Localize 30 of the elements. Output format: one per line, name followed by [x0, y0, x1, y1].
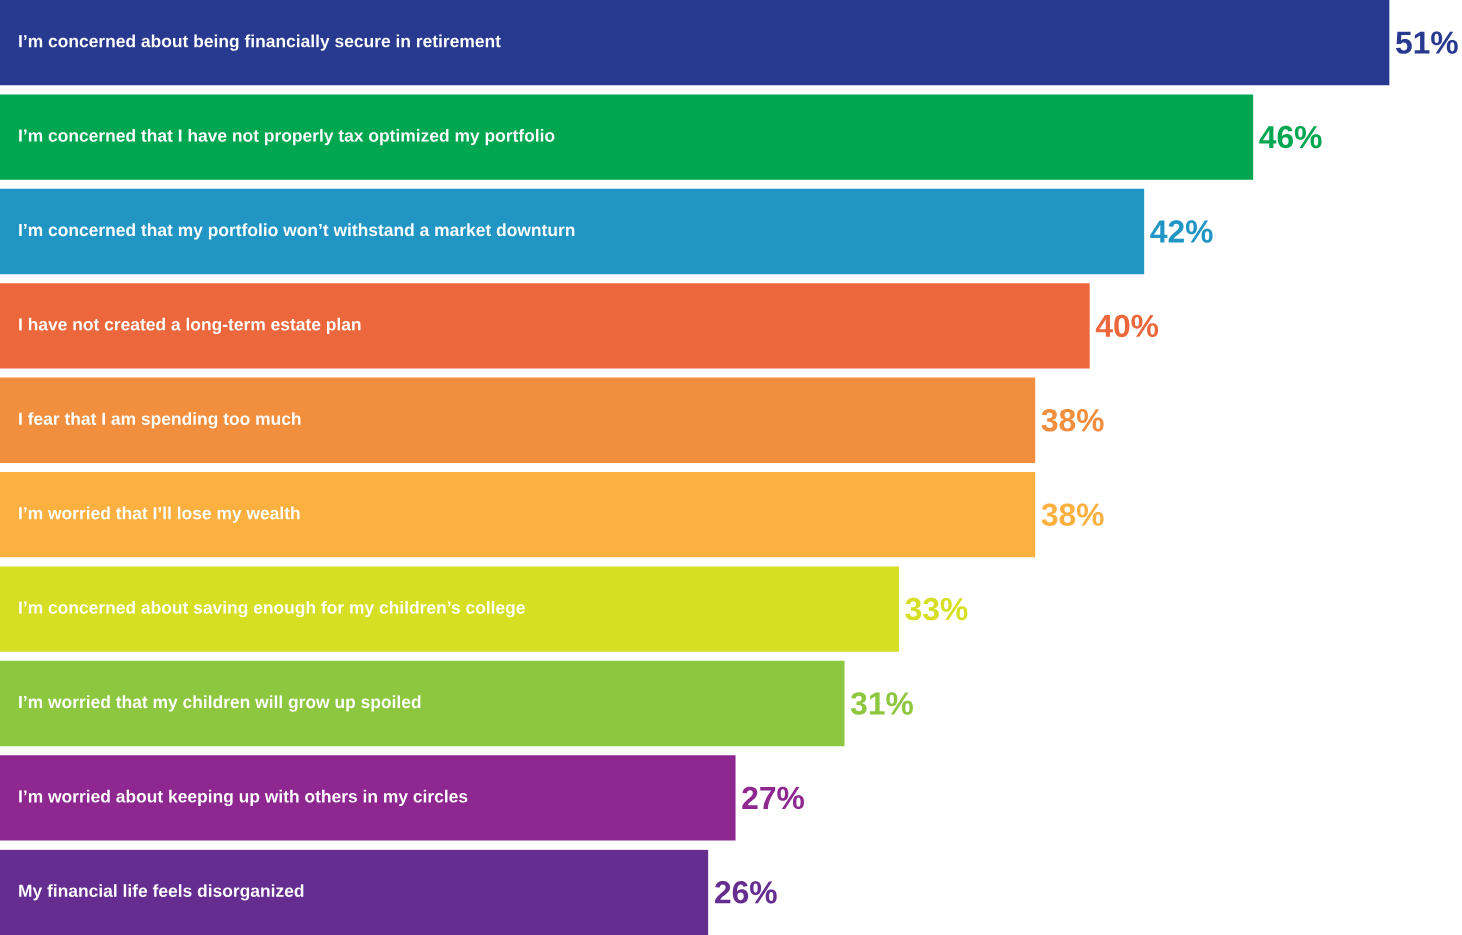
y-tick-label: I fear that I am spending too much — [19, 412, 301, 429]
y-tick-label: I’m worried that my children will grow up spoiled — [19, 695, 421, 712]
bar — [0, 0, 1390, 86]
bar — [0, 660, 845, 747]
y-tick-label: I have not created a long-term estate plan — [19, 317, 361, 335]
y-tick-label: I’m concerned that my portfolio won’t withstand a market downturn — [19, 223, 575, 240]
bar — [0, 566, 899, 652]
data-label: 38% — [1041, 503, 1104, 526]
data-label: 38% — [1041, 409, 1104, 432]
data-label: 42% — [1150, 220, 1213, 243]
y-tick-label: I’m concerned about being financially secure in retirement — [19, 34, 501, 51]
y-tick-label: My financial life feels disorganized — [19, 884, 304, 901]
y-tick-label: I’m worried about keeping up with others in my circles — [19, 789, 468, 807]
bar — [0, 472, 1036, 558]
data-label: 46% — [1259, 125, 1322, 149]
bar — [0, 94, 1254, 180]
data-label: 27% — [742, 786, 804, 810]
bar — [0, 755, 736, 841]
y-tick-label: I’m worried that I’ll lose my wealth — [19, 506, 300, 523]
bar — [0, 377, 1036, 463]
data-label: 40% — [1095, 314, 1159, 338]
data-label: 33% — [905, 597, 968, 621]
y-tick-label: I’m concerned about saving enough for my children’s college — [19, 600, 525, 618]
bar — [0, 283, 1090, 369]
data-label: 51% — [1396, 31, 1458, 54]
data-label: 31% — [850, 692, 913, 715]
y-tick-label: I’m concerned that I have not properly tax optimized my portfolio — [19, 128, 555, 146]
bar — [0, 849, 709, 935]
bar — [0, 188, 1145, 275]
data-label: 26% — [715, 881, 777, 904]
